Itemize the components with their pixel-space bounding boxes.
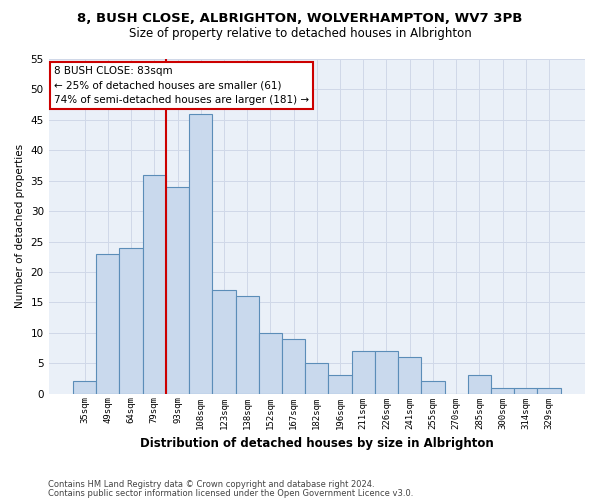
Bar — [259, 333, 282, 394]
Bar — [189, 114, 212, 394]
Bar — [305, 363, 328, 394]
Bar — [398, 357, 421, 394]
Text: Contains public sector information licensed under the Open Government Licence v3: Contains public sector information licen… — [48, 488, 413, 498]
Bar — [119, 248, 143, 394]
Bar — [96, 254, 119, 394]
Bar — [212, 290, 236, 394]
Text: Size of property relative to detached houses in Albrighton: Size of property relative to detached ho… — [128, 28, 472, 40]
Bar — [143, 174, 166, 394]
Y-axis label: Number of detached properties: Number of detached properties — [15, 144, 25, 308]
Text: Contains HM Land Registry data © Crown copyright and database right 2024.: Contains HM Land Registry data © Crown c… — [48, 480, 374, 489]
Bar — [538, 388, 560, 394]
Bar — [236, 296, 259, 394]
Bar — [421, 382, 445, 394]
Bar — [73, 382, 96, 394]
Bar — [375, 351, 398, 394]
Bar — [328, 376, 352, 394]
Bar — [491, 388, 514, 394]
Text: 8, BUSH CLOSE, ALBRIGHTON, WOLVERHAMPTON, WV7 3PB: 8, BUSH CLOSE, ALBRIGHTON, WOLVERHAMPTON… — [77, 12, 523, 26]
Bar — [166, 187, 189, 394]
Bar — [514, 388, 538, 394]
Bar — [282, 339, 305, 394]
Bar — [352, 351, 375, 394]
Text: 8 BUSH CLOSE: 83sqm
← 25% of detached houses are smaller (61)
74% of semi-detach: 8 BUSH CLOSE: 83sqm ← 25% of detached ho… — [54, 66, 309, 106]
X-axis label: Distribution of detached houses by size in Albrighton: Distribution of detached houses by size … — [140, 437, 494, 450]
Bar — [468, 376, 491, 394]
